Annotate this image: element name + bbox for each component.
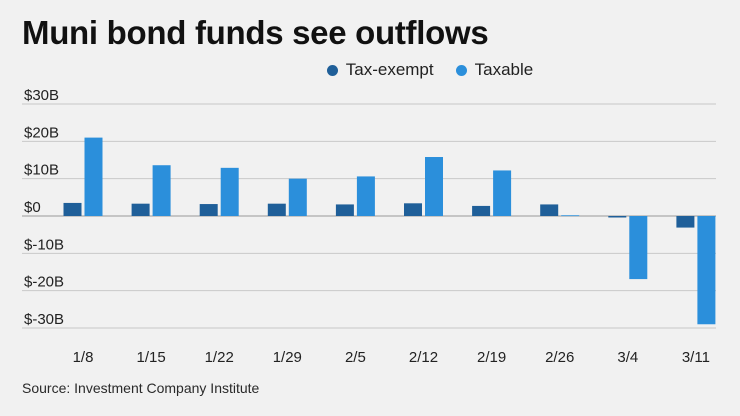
bar-taxable-2-12 — [425, 157, 443, 216]
bar-tax-exempt-1-15 — [131, 203, 150, 216]
bar-tax-exempt-2-19 — [472, 205, 491, 216]
bar-tax-exempt-1-22 — [199, 204, 218, 216]
bar-taxable-1-22 — [220, 167, 239, 216]
bar-taxable-2-5 — [356, 176, 375, 216]
bar-taxable-2-19 — [493, 170, 512, 216]
source-note: Source: Investment Company Institute — [22, 380, 260, 396]
x-tick-label: 1/15 — [136, 349, 165, 366]
bar-tax-exempt-2-26 — [540, 204, 559, 216]
x-tick-label: 2/5 — [345, 349, 366, 366]
legend-item-tax-exempt: Tax-exempt — [207, 60, 434, 80]
x-tick-label: 1/8 — [73, 349, 94, 366]
bar-tax-exempt-2-12 — [404, 203, 422, 216]
bar-tax-exempt-2-5 — [335, 204, 354, 216]
y-tick-label: $-30B — [24, 311, 64, 328]
y-tick-label: $10B — [24, 162, 59, 179]
x-tick-label: 1/22 — [205, 349, 234, 366]
x-tick-label: 2/19 — [477, 349, 506, 366]
y-tick-label: $0 — [24, 199, 41, 216]
legend-swatch-tax-exempt — [326, 64, 338, 76]
bar-taxable-1-15 — [152, 165, 171, 216]
y-tick-label: $-20B — [24, 274, 64, 291]
x-tick-label: 2/26 — [545, 349, 574, 366]
bar-tax-exempt-3-4 — [608, 216, 627, 218]
x-tick-label: 1/29 — [273, 349, 302, 366]
x-tick-label: 3/11 — [682, 349, 710, 366]
bar-taxable-3-4 — [629, 216, 648, 280]
bar-tax-exempt-1-29 — [267, 203, 286, 216]
bar-taxable-2-26 — [561, 215, 580, 217]
legend-label-tax-exempt: Tax-exempt — [345, 60, 434, 79]
y-tick-label: $20B — [24, 124, 59, 141]
legend-label-taxable: Taxable — [474, 60, 534, 79]
bar-tax-exempt-1-8 — [63, 202, 82, 216]
bar-tax-exempt-3-11 — [676, 216, 695, 228]
legend-swatch-taxable — [455, 64, 467, 76]
x-tick-label: 2/12 — [409, 349, 438, 366]
bar-taxable-3-11 — [697, 216, 716, 325]
chart-legend: Tax-exempt Taxable — [0, 60, 740, 80]
legend-item-taxable: Taxable — [455, 60, 534, 80]
x-tick-label: 3/4 — [617, 349, 638, 366]
chart-title: Muni bond funds see outflows — [22, 14, 489, 51]
bar-taxable-1-29 — [288, 178, 307, 216]
y-tick-label: $-10B — [24, 236, 64, 253]
bar-taxable-1-8 — [84, 137, 103, 216]
y-tick-label: $30B — [24, 87, 59, 104]
